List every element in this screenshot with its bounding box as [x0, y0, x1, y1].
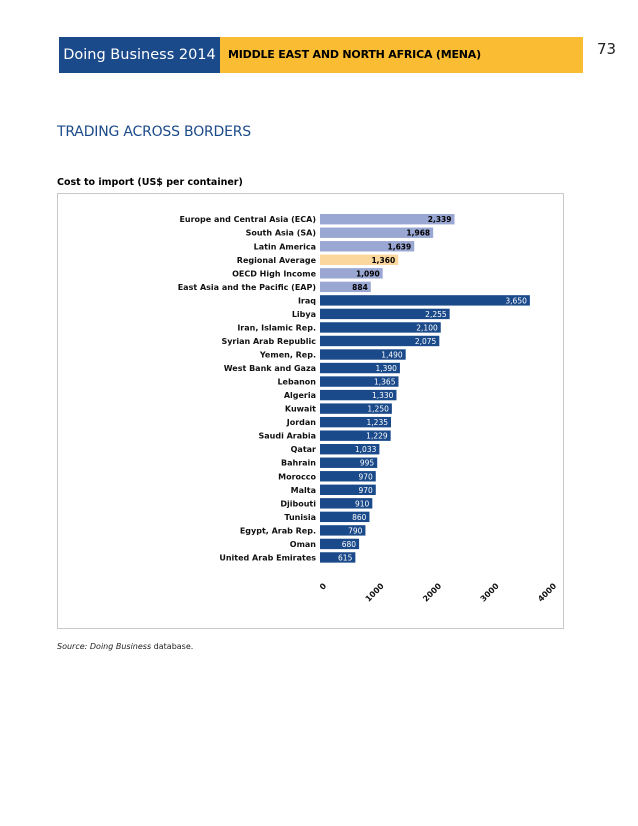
value-label-algeria: 1,330 [372, 391, 394, 400]
value-label-united-arab-emirates: 615 [338, 553, 353, 562]
value-label-lebanon: 1,365 [374, 378, 396, 387]
value-label-west-bank-and-gaza: 1,390 [375, 364, 397, 373]
bar-jordan [320, 416, 392, 428]
bar-oecd-high-income [320, 268, 383, 279]
value-label-tunisia: 860 [352, 513, 367, 522]
value-label-east-asia-and-the-pacific-eap: 884 [352, 283, 368, 292]
category-label-tunisia: Tunisia [284, 513, 316, 522]
x-tick-label-1000: 1000 [364, 581, 386, 603]
category-label-united-arab-emirates: United Arab Emirates [219, 553, 316, 562]
bar-morocco [320, 471, 376, 482]
x-tick-label-3000: 3000 [479, 581, 501, 603]
category-label-kuwait: Kuwait [285, 405, 316, 414]
bar-egypt-arab-rep [320, 525, 366, 536]
category-label-algeria: Algeria [284, 391, 316, 400]
section-title: TRADING ACROSS BORDERS [57, 124, 251, 140]
value-label-saudi-arabia: 1,229 [366, 432, 388, 441]
category-label-djibouti: Djibouti [280, 499, 316, 508]
bar-iran-islamic-rep [320, 322, 441, 333]
value-label-libya: 2,255 [425, 310, 447, 319]
category-label-syrian-arab-republic: Syrian Arab Republic [221, 337, 316, 346]
category-label-west-bank-and-gaza: West Bank and Gaza [224, 364, 316, 373]
bar-syrian-arab-republic [320, 335, 440, 347]
bar-saudi-arabia [320, 430, 391, 441]
bar-djibouti [320, 498, 373, 509]
value-label-oman: 680 [342, 540, 357, 549]
value-label-djibouti: 910 [355, 499, 370, 508]
category-label-lebanon: Lebanon [277, 378, 316, 387]
category-label-libya: Libya [292, 310, 316, 319]
value-label-malta: 970 [358, 486, 373, 495]
bar-oman [320, 538, 360, 550]
chart-frame: Europe and Central Asia (ECA) 2,339 South … [57, 193, 564, 629]
value-label-iraq: 3,650 [505, 296, 527, 305]
bar-kuwait [320, 403, 392, 414]
bar-algeria [320, 389, 397, 401]
category-label-qatar: Qatar [291, 445, 316, 454]
source-note: Source: Doing Business database. [57, 642, 193, 651]
bar-libya [320, 308, 450, 320]
bar-south-asia-sa [320, 227, 434, 238]
bar-chart: Europe and Central Asia (ECA) 2,339 South … [178, 214, 559, 604]
category-label-oecd-high-income: OECD High Income [232, 269, 316, 278]
category-label-iraq: Iraq [298, 296, 316, 305]
chart-title: Cost to import (US$ per container) [57, 177, 243, 188]
category-label-europe-and-central-asia-eca: Europe and Central Asia (ECA) [179, 215, 316, 224]
value-label-bahrain: 995 [360, 459, 375, 468]
value-label-kuwait: 1,250 [367, 405, 389, 414]
value-label-iran-islamic-rep: 2,100 [416, 323, 438, 332]
source-italic: Doing Business [89, 642, 152, 651]
value-label-south-asia-sa: 1,968 [406, 229, 430, 238]
source-suffix: database. [151, 642, 194, 651]
category-label-iran-islamic-rep: Iran, Islamic Rep. [237, 323, 316, 332]
value-label-qatar: 1,033 [355, 445, 377, 454]
bar-iraq [320, 295, 530, 306]
bar-bahrain [320, 457, 378, 468]
value-label-egypt-arab-rep: 790 [348, 526, 363, 535]
bar-tunisia [320, 511, 370, 523]
category-label-morocco: Morocco [278, 472, 316, 481]
bar-europe-and-central-asia-eca [320, 214, 455, 225]
value-label-latin-america: 1,639 [388, 242, 412, 251]
x-tick-label-4000: 4000 [536, 581, 558, 603]
bar-malta [320, 484, 376, 495]
bar-qatar [320, 444, 380, 455]
bar-west-bank-and-gaza [320, 362, 400, 374]
x-tick-label-0: 0 [318, 581, 329, 592]
category-label-south-asia-sa: South Asia (SA) [246, 229, 316, 238]
x-tick-label-2000: 2000 [421, 581, 443, 603]
category-label-egypt-arab-rep: Egypt, Arab Rep. [240, 526, 316, 535]
value-label-europe-and-central-asia-eca: 2,339 [428, 215, 452, 224]
category-label-malta: Malta [291, 486, 316, 495]
category-label-yemen-rep: Yemen, Rep. [259, 351, 316, 360]
value-label-morocco: 970 [358, 472, 373, 481]
bar-latin-america [320, 241, 415, 252]
category-label-saudi-arabia: Saudi Arabia [258, 432, 316, 441]
value-label-jordan: 1,235 [367, 418, 389, 427]
value-label-oecd-high-income: 1,090 [356, 269, 380, 278]
bar-regional-average [320, 254, 399, 265]
page-number: 73 [597, 40, 617, 58]
header-book-title: Doing Business 2014 [59, 37, 220, 73]
category-label-regional-average: Regional Average [237, 256, 317, 265]
category-label-jordan: Jordan [286, 418, 317, 427]
bar-united-arab-emirates [320, 552, 356, 563]
header-region-title: MIDDLE EAST AND NORTH AFRICA (MENA) [220, 37, 583, 73]
category-label-oman: Oman [290, 540, 317, 549]
category-label-latin-america: Latin America [254, 242, 316, 251]
value-label-regional-average: 1,360 [371, 256, 395, 265]
value-label-syrian-arab-republic: 2,075 [415, 337, 437, 346]
bar-yemen-rep [320, 349, 406, 360]
value-label-yemen-rep: 1,490 [381, 351, 403, 360]
bar-lebanon [320, 376, 399, 387]
bar-east-asia-and-the-pacific-eap [320, 281, 371, 293]
source-prefix: Source: [57, 642, 90, 651]
category-label-east-asia-and-the-pacific-eap: East Asia and the Pacific (EAP) [178, 283, 316, 292]
category-label-bahrain: Bahrain [281, 459, 316, 468]
